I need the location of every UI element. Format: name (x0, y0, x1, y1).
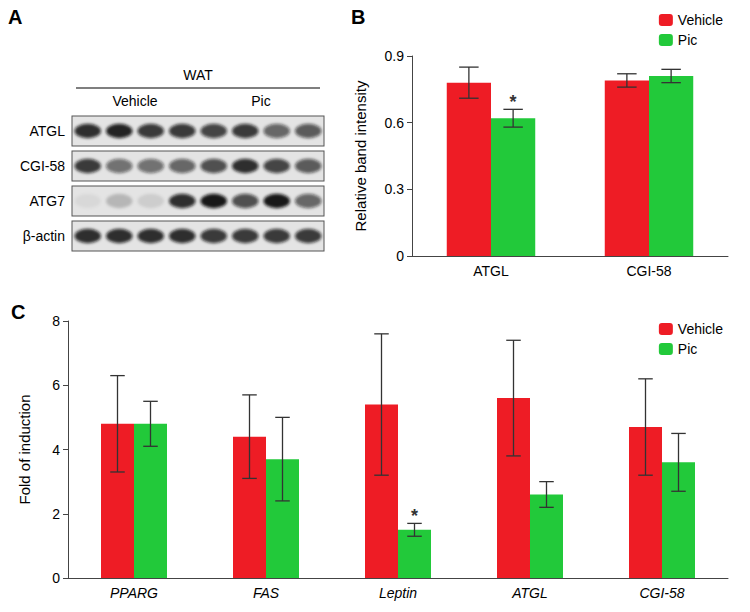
svg-text:Leptin: Leptin (379, 585, 417, 601)
svg-text:Pic: Pic (678, 32, 697, 48)
svg-text:6: 6 (52, 377, 60, 393)
svg-text:CGI-58: CGI-58 (639, 585, 684, 601)
svg-text:CGI-58: CGI-58 (20, 158, 65, 174)
svg-text:Vehicle: Vehicle (678, 321, 723, 337)
svg-text:CGI-58: CGI-58 (626, 263, 671, 279)
svg-text:0.6: 0.6 (385, 115, 405, 131)
svg-text:FAS: FAS (253, 585, 280, 601)
svg-text:0.9: 0.9 (385, 48, 405, 64)
svg-text:ATGL: ATGL (29, 123, 65, 139)
svg-text:ATGL: ATGL (511, 585, 548, 601)
svg-text:0: 0 (52, 570, 60, 586)
svg-text:β-actin: β-actin (23, 228, 65, 244)
svg-text:4: 4 (52, 442, 60, 458)
svg-text:Vehicle: Vehicle (112, 93, 157, 109)
svg-text:2: 2 (52, 506, 60, 522)
svg-text:Vehicle: Vehicle (678, 12, 723, 28)
svg-text:0.3: 0.3 (385, 181, 405, 197)
svg-text:C: C (11, 301, 25, 323)
svg-text:Pic: Pic (251, 93, 270, 109)
svg-text:B: B (351, 6, 365, 28)
svg-text:ATG7: ATG7 (29, 193, 65, 209)
svg-text:0: 0 (396, 248, 404, 264)
svg-text:*: * (510, 92, 517, 112)
svg-text:PPARG: PPARG (110, 585, 158, 601)
svg-text:WAT: WAT (183, 67, 213, 83)
svg-text:Pic: Pic (678, 341, 697, 357)
svg-text:Relative band intensity: Relative band intensity (352, 80, 369, 231)
svg-text:Fold of induction: Fold of induction (16, 394, 33, 504)
svg-text:ATGL: ATGL (473, 263, 509, 279)
svg-text:A: A (8, 6, 22, 28)
svg-text:8: 8 (52, 313, 60, 329)
svg-text:*: * (411, 506, 418, 526)
